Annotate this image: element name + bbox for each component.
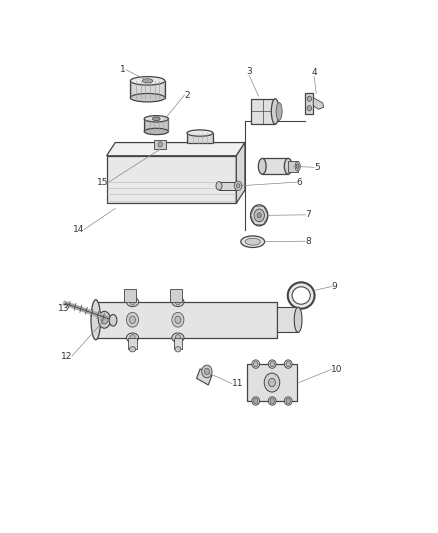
Bar bbox=[251, 99, 275, 124]
Circle shape bbox=[286, 398, 290, 403]
Ellipse shape bbox=[294, 307, 302, 333]
Bar bbox=[106, 156, 236, 203]
Polygon shape bbox=[313, 98, 324, 109]
Circle shape bbox=[204, 368, 209, 375]
Text: 2: 2 bbox=[184, 91, 190, 100]
Circle shape bbox=[257, 213, 261, 218]
Text: 6: 6 bbox=[297, 177, 303, 187]
Text: 1: 1 bbox=[120, 65, 126, 74]
Ellipse shape bbox=[172, 333, 184, 342]
Bar bbox=[305, 93, 313, 114]
Ellipse shape bbox=[245, 238, 260, 245]
Bar bbox=[144, 118, 168, 132]
Circle shape bbox=[175, 298, 180, 305]
Circle shape bbox=[234, 181, 242, 191]
Bar bbox=[154, 140, 166, 149]
Bar bbox=[128, 338, 137, 349]
Text: 15: 15 bbox=[97, 177, 109, 187]
Ellipse shape bbox=[288, 282, 314, 309]
Ellipse shape bbox=[99, 311, 110, 328]
Ellipse shape bbox=[284, 397, 292, 405]
Circle shape bbox=[236, 184, 240, 188]
Ellipse shape bbox=[109, 314, 117, 326]
Circle shape bbox=[254, 209, 265, 222]
Circle shape bbox=[127, 312, 138, 327]
Text: 3: 3 bbox=[247, 67, 252, 76]
Circle shape bbox=[264, 373, 280, 392]
Ellipse shape bbox=[241, 236, 265, 247]
Ellipse shape bbox=[172, 297, 184, 306]
Circle shape bbox=[270, 361, 274, 367]
Ellipse shape bbox=[131, 77, 165, 85]
Bar bbox=[277, 307, 298, 333]
Bar bbox=[262, 158, 288, 174]
Ellipse shape bbox=[252, 360, 260, 368]
Circle shape bbox=[254, 398, 258, 403]
Circle shape bbox=[101, 316, 108, 324]
Text: 12: 12 bbox=[60, 352, 72, 361]
Ellipse shape bbox=[127, 333, 138, 342]
Ellipse shape bbox=[276, 102, 282, 120]
Ellipse shape bbox=[284, 158, 292, 174]
Ellipse shape bbox=[175, 346, 181, 352]
Circle shape bbox=[172, 312, 184, 327]
Circle shape bbox=[130, 316, 135, 324]
Circle shape bbox=[251, 205, 268, 226]
Ellipse shape bbox=[216, 182, 222, 190]
Bar bbox=[247, 364, 297, 401]
Circle shape bbox=[130, 335, 135, 341]
Bar bbox=[288, 161, 298, 172]
Ellipse shape bbox=[268, 397, 276, 405]
Circle shape bbox=[130, 298, 135, 305]
Ellipse shape bbox=[130, 346, 135, 352]
Bar bbox=[131, 81, 165, 98]
Polygon shape bbox=[106, 142, 245, 156]
Ellipse shape bbox=[295, 161, 300, 171]
Text: 11: 11 bbox=[232, 379, 244, 388]
Circle shape bbox=[202, 365, 212, 378]
Ellipse shape bbox=[91, 300, 100, 340]
Circle shape bbox=[307, 96, 311, 101]
Circle shape bbox=[268, 378, 276, 387]
Bar bbox=[96, 302, 277, 338]
Text: 14: 14 bbox=[73, 225, 84, 234]
Ellipse shape bbox=[284, 360, 292, 368]
Circle shape bbox=[158, 142, 162, 147]
Ellipse shape bbox=[131, 93, 165, 102]
Ellipse shape bbox=[271, 99, 279, 124]
Text: 8: 8 bbox=[305, 237, 311, 246]
Ellipse shape bbox=[187, 130, 213, 136]
Circle shape bbox=[254, 361, 258, 367]
Circle shape bbox=[175, 335, 180, 341]
Ellipse shape bbox=[252, 397, 260, 405]
Circle shape bbox=[270, 398, 274, 403]
Ellipse shape bbox=[142, 79, 153, 83]
Polygon shape bbox=[236, 142, 245, 203]
Bar bbox=[170, 289, 182, 302]
Text: 9: 9 bbox=[332, 282, 337, 291]
Ellipse shape bbox=[127, 297, 138, 306]
Ellipse shape bbox=[152, 117, 160, 120]
Ellipse shape bbox=[292, 287, 310, 304]
Bar bbox=[197, 369, 212, 385]
Bar bbox=[187, 133, 213, 142]
Text: 5: 5 bbox=[314, 163, 320, 172]
Ellipse shape bbox=[144, 128, 168, 135]
Bar bbox=[173, 338, 182, 349]
Ellipse shape bbox=[144, 116, 168, 122]
Ellipse shape bbox=[258, 158, 266, 174]
Text: 10: 10 bbox=[332, 365, 343, 374]
Text: 4: 4 bbox=[311, 68, 317, 77]
Ellipse shape bbox=[297, 164, 299, 168]
Bar bbox=[219, 182, 236, 190]
Bar bbox=[124, 289, 136, 302]
Circle shape bbox=[307, 106, 311, 111]
Text: 13: 13 bbox=[58, 304, 70, 313]
Ellipse shape bbox=[268, 360, 276, 368]
Circle shape bbox=[175, 316, 181, 324]
Circle shape bbox=[286, 361, 290, 367]
Text: 7: 7 bbox=[305, 211, 311, 219]
